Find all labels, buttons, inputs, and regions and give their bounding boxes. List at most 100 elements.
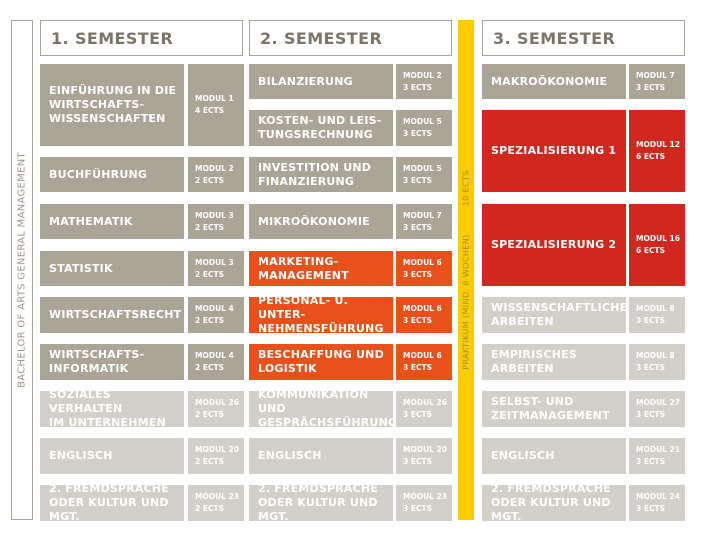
module-code: MODUL 7 [403,210,442,220]
module-code: MODUL 6 [403,351,442,360]
module-number-s2-6: MODUL 6 3 ECTS [396,297,452,333]
module-ects: 3 ECTS [636,457,665,466]
module-name-s1-1: EINFÜHRUNG IN DIE WIRTSCHAFTS- WISSENSCH… [40,64,184,146]
module-number-s1-9: MODUL 23 2 ECTS [188,485,244,521]
module-number-s3-1: MODUL 7 3 ECTS [629,64,685,99]
module-number-s1-3: MODUL 3 2 ECTS [188,204,244,239]
module-number-s3-3: MODUL 16 6 ECTS [629,204,685,286]
praktikum-title: PRAKTIKUM (MIND. 8 WOCHEN) [461,234,471,370]
module-code: MODUL 2 [195,163,234,173]
module-code: MODUL 4 [195,351,234,360]
module-code: MODUL 5 [403,117,442,126]
module-name-s3-5: EMPIRISCHES ARBEITEN [482,344,626,380]
module-ects: 3 ECTS [403,222,432,232]
module-name-s3-8: 2. FREMDSPRACHE ODER KULTUR UND MGT. [482,482,626,523]
module-code: MODUL 7 [636,70,675,80]
side-label-frame [11,20,33,520]
praktikum-ects: 10 ECTS [461,170,471,207]
module-name-s2-2: KOSTEN- UND LEIS- TUNGSRECHNUNG [249,110,393,146]
module-name-s3-3: SPEZIALISIERUNG 2 [482,204,626,286]
module-ects: 6 ECTS [636,152,665,161]
module-ects: 2 ECTS [195,410,224,419]
semester-1-title: 1. SEMESTER [40,20,243,56]
module-code: MODUL 26 [195,398,239,407]
module-number-s3-4: MODUL 8 3 ECTS [629,297,685,333]
module-number-s2-4: MODUL 7 3 ECTS [396,204,452,239]
module-name-s2-9: ENGLISCH [249,438,393,474]
module-ects: 6 ECTS [636,246,665,255]
module-number-s1-5: MODUL 4 2 ECTS [188,297,244,333]
module-code: MODUL 3 [195,210,234,220]
praktikum-bar [458,20,474,520]
module-code: MODUL 3 [195,257,234,267]
module-number-s2-3: MODUL 5 3 ECTS [396,157,452,192]
module-ects: 2 ECTS [195,175,224,185]
module-ects: 2 ECTS [195,363,224,372]
module-code: MODUL 23 [403,492,447,501]
module-code: MODUL 2 [403,70,442,80]
module-number-s2-5: MODUL 6 3 ECTS [396,251,452,286]
module-number-s1-6: MODUL 4 2 ECTS [188,344,244,380]
module-code: MODUL 8 [636,304,675,313]
module-name-s3-4: WISSENSCHAFTLICHES ARBEITEN [482,297,635,333]
module-ects: 3 ECTS [403,363,432,372]
module-code: MODUL 4 [195,304,234,313]
module-code: MODUL 1 [195,94,234,103]
semester-3-title: 3. SEMESTER [482,20,685,56]
side-label: BACHELOR OF ARTS GENERAL MANAGEMENT [16,152,28,388]
module-ects: 2 ECTS [195,269,224,279]
module-number-s3-7: MODUL 21 3 ECTS [629,438,685,474]
module-name-s1-8: ENGLISCH [40,438,184,474]
module-ects: 3 ECTS [636,363,665,372]
module-number-s1-1: MODUL 1 4 ECTS [188,64,244,146]
module-name-s2-3: INVESTITION UND FINANZIERUNG [249,157,393,192]
module-ects: 3 ECTS [403,175,432,185]
module-name-s2-1: BILANZIERUNG [249,64,393,99]
module-code: MODUL 6 [403,257,442,267]
module-number-s3-5: MODUL 8 3 ECTS [629,344,685,380]
module-number-s3-8: MODUL 24 3 ECTS [629,485,685,521]
module-ects: 2 ECTS [195,316,224,325]
module-name-s3-7: ENGLISCH [482,438,626,474]
module-ects: 2 ECTS [195,504,224,513]
module-ects: 3 ECTS [636,82,665,92]
module-ects: 2 ECTS [195,222,224,232]
module-ects: 3 ECTS [403,410,432,419]
module-code: MODUL 21 [636,445,680,454]
module-name-s2-6: PERSONAL- U. UNTER- NEHMENSFÜHRUNG [249,294,393,335]
module-ects: 2 ECTS [195,457,224,466]
module-ects: 3 ECTS [403,504,432,513]
module-number-s1-7: MODUL 26 2 ECTS [188,391,244,427]
module-code: MODUL 20 [195,445,239,454]
module-ects: 3 ECTS [403,82,432,92]
module-code: MODUL 8 [636,351,675,360]
module-number-s2-2: MODUL 5 3 ECTS [396,110,452,146]
praktikum-label: PRAKTIKUM (MIND. 8 WOCHEN) 10 ECTS [462,170,471,370]
module-code: MODUL 24 [636,492,680,501]
module-name-s1-3: MATHEMATIK [40,204,184,239]
module-number-s1-4: MODUL 3 2 ECTS [188,251,244,286]
module-code: MODUL 20 [403,445,447,454]
module-code: MODUL 6 [403,304,442,313]
module-code: MODUL 12 [636,140,680,149]
module-ects: 3 ECTS [636,316,665,325]
module-number-s1-8: MODUL 20 2 ECTS [188,438,244,474]
module-ects: 3 ECTS [403,269,432,279]
module-ects: 3 ECTS [403,129,432,138]
module-number-s1-2: MODUL 2 2 ECTS [188,157,244,192]
module-number-s3-2: MODUL 12 6 ECTS [629,110,685,192]
module-name-s3-6: SELBST- UND ZEITMANAGEMENT [482,391,626,427]
module-ects: 3 ECTS [403,457,432,466]
module-code: MODUL 27 [636,398,680,407]
module-name-s1-9: 2. FREMDSPRACHE ODER KULTUR UND MGT. [40,482,184,523]
module-number-s2-9: MODUL 20 3 ECTS [396,438,452,474]
module-name-s1-4: STATISTIK [40,251,184,286]
semester-2-title: 2. SEMESTER [249,20,452,56]
module-name-s2-4: MIKROÖKONOMIE [249,204,393,239]
module-number-s2-7: MODUL 6 3 ECTS [396,344,452,380]
module-number-s3-6: MODUL 27 3 ECTS [629,391,685,427]
module-name-s1-2: BUCHFÜHRUNG [40,157,184,192]
module-number-s2-10: MODUL 23 3 ECTS [396,485,452,521]
module-code: MODUL 23 [195,492,239,501]
module-name-s3-2: SPEZIALISIERUNG 1 [482,110,626,192]
